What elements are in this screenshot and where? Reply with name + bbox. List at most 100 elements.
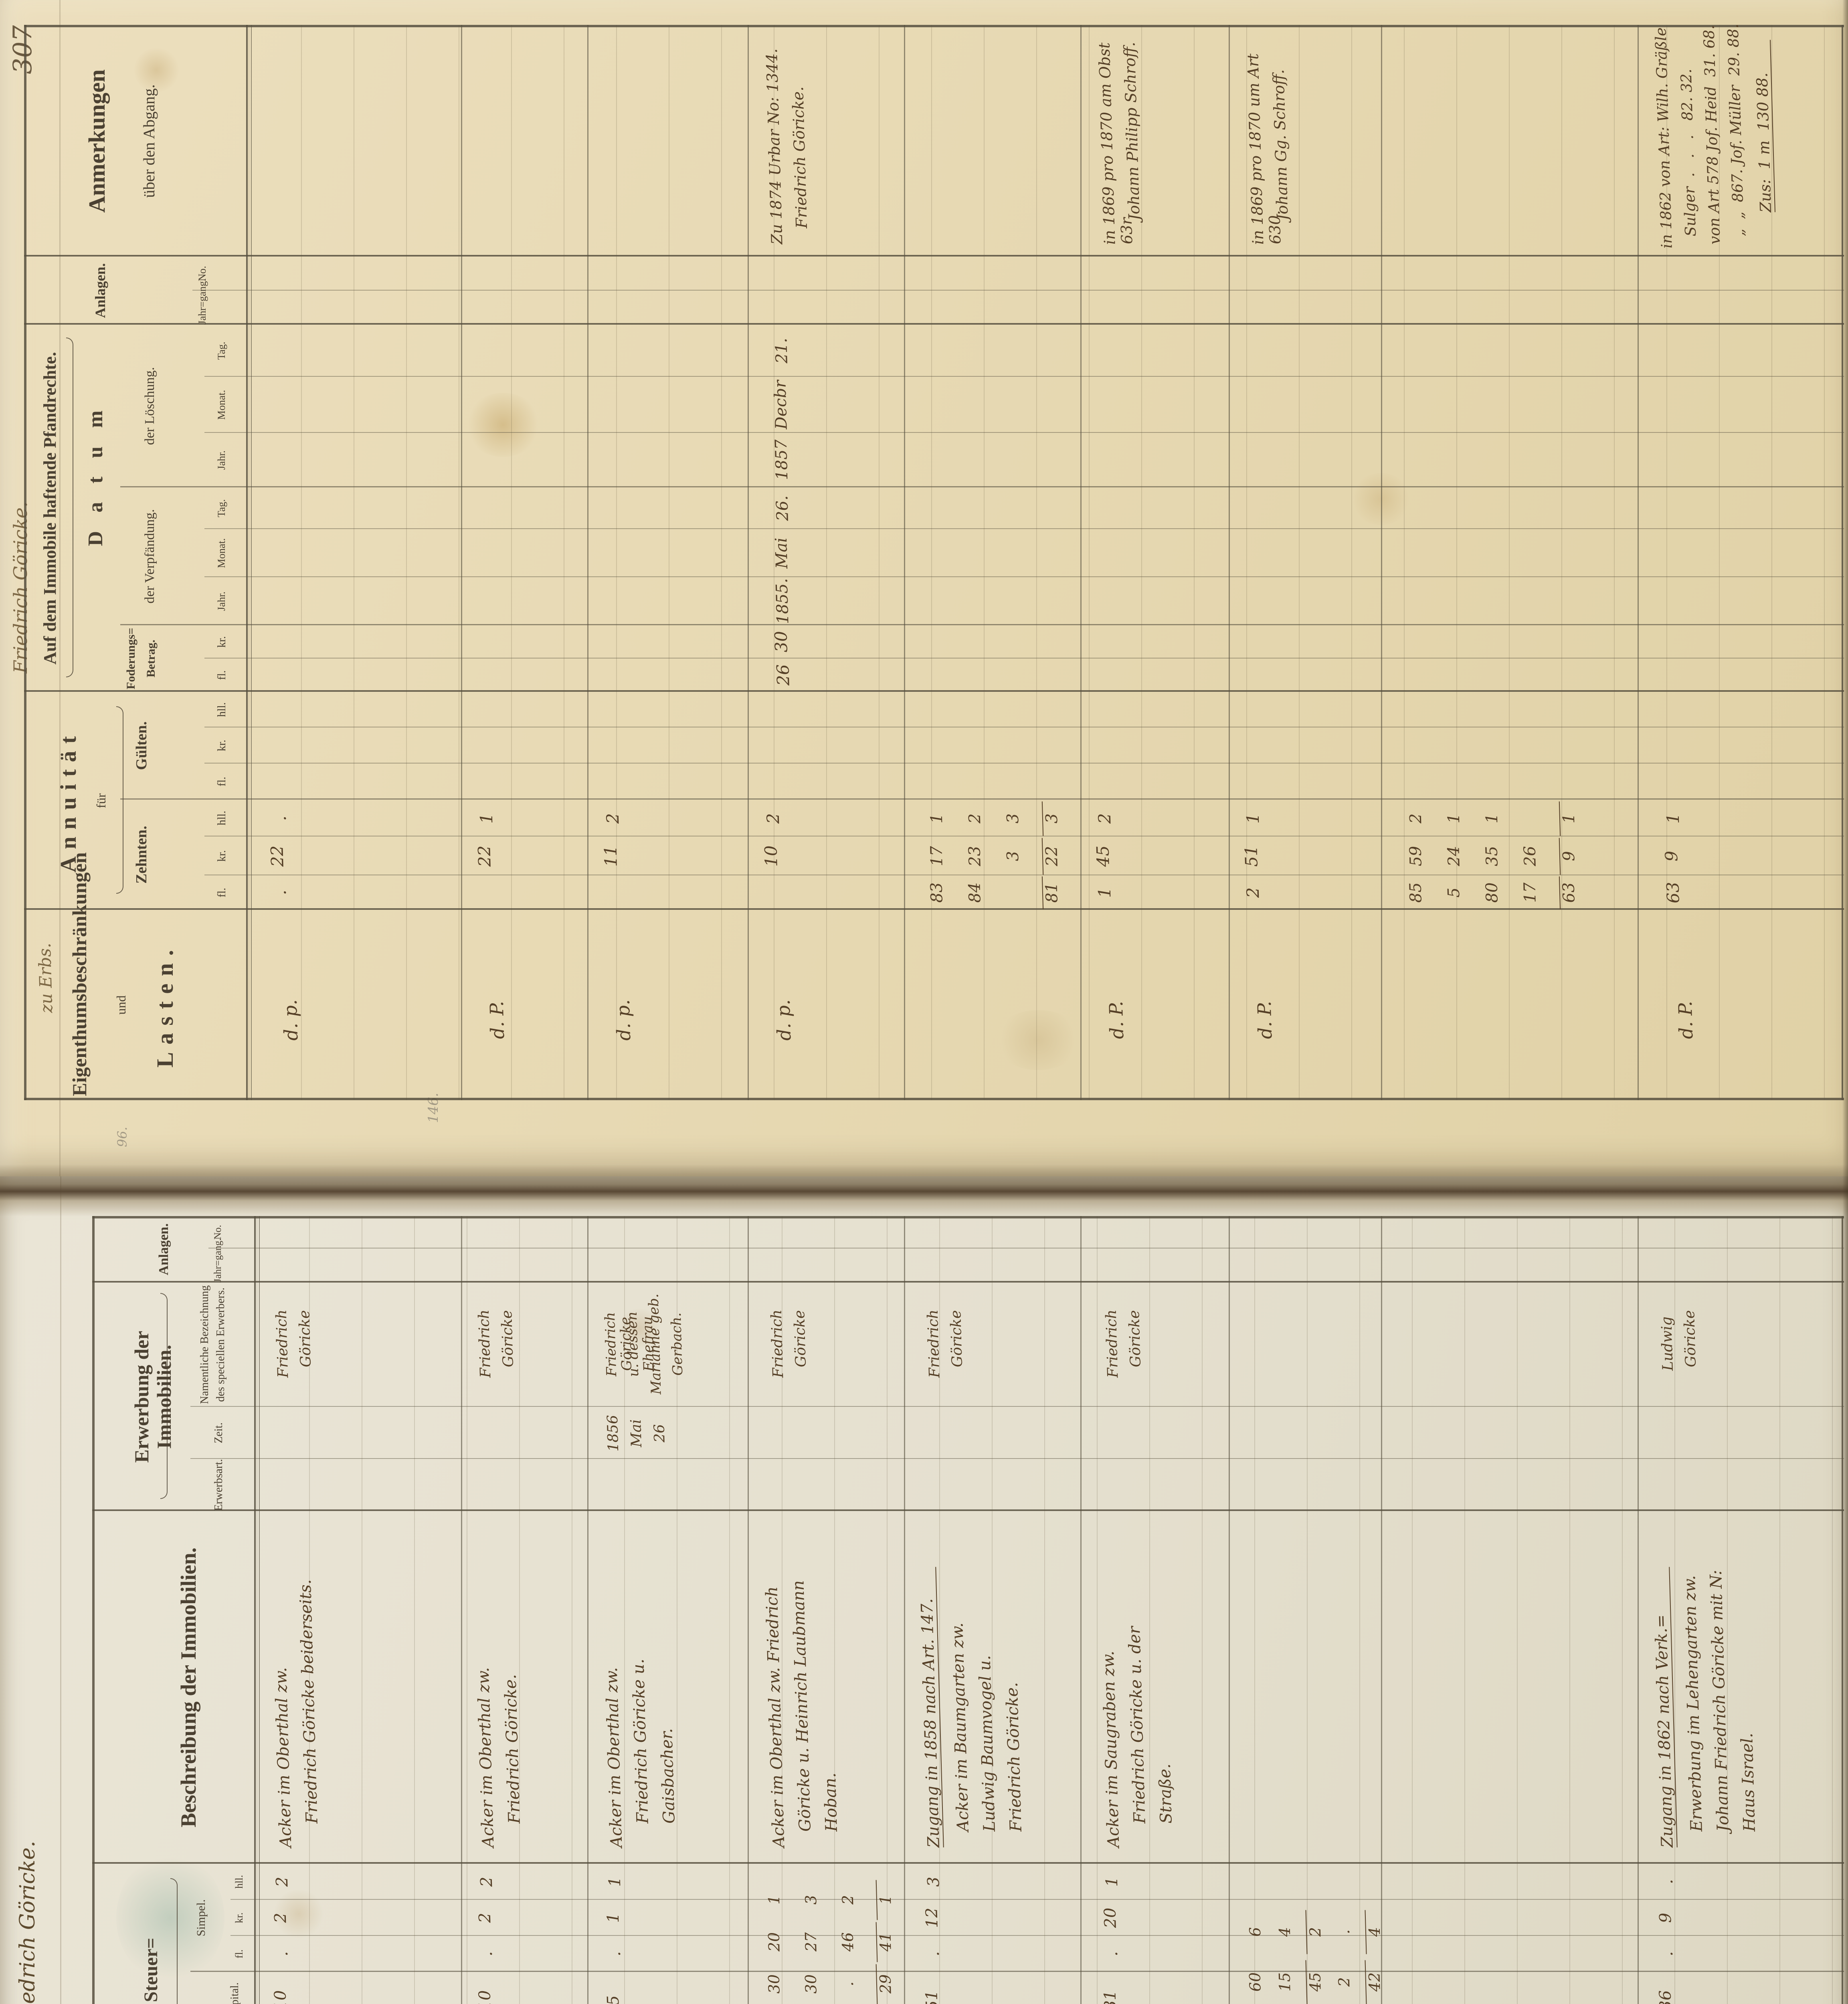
simpel-hll: 2 (273, 1876, 292, 1887)
col-header-ueber-den-abgang: über den Abgang. (140, 84, 158, 198)
annuitaet-brace (116, 706, 123, 894)
paper-crease (59, 0, 61, 1176)
unit-label-hll: hll. (216, 810, 228, 826)
zehnten-kr: 35 (1482, 845, 1502, 867)
grid-line (204, 658, 1844, 659)
col-header-anlagen: Anlagen. (156, 1223, 171, 1275)
unit-label-no: No. (196, 266, 208, 281)
unit-label-hll: hll. (233, 1875, 245, 1889)
unit-label-jahrgang: Jahr=gang. (212, 1238, 223, 1283)
erwerber-name-line: Göricke (296, 1310, 314, 1368)
grid-line (204, 576, 1844, 577)
unit-label-kr: kr. (233, 1912, 245, 1923)
lasten-entry: d. P. (1674, 1000, 1697, 1040)
grid-line (204, 763, 1844, 764)
grid-line (24, 25, 26, 1100)
unit-label-fl: fl. (216, 670, 228, 680)
col-header-erwerbsart: Erwerbsart. (212, 1459, 225, 1511)
col-header-capital: Capital. (228, 1982, 241, 2004)
grid-line (230, 1935, 1844, 1936)
zehnten-kr: 10 (761, 845, 781, 867)
forderung-kr: 30 (771, 630, 791, 653)
unit-label-monat: Monat. (216, 390, 227, 420)
grid-line (259, 1216, 260, 2004)
grid-line (254, 1216, 256, 2004)
unit-label-no: No. (212, 1225, 223, 1240)
zehnten-fl: 63 (1663, 881, 1683, 904)
unit-label-fl: fl. (216, 887, 228, 898)
col-header-guelten: Gülten. (133, 721, 150, 770)
comp-b: 42 (1365, 1960, 1384, 2004)
zehnten-fl: 85 (1406, 882, 1425, 903)
grid-line (120, 798, 1844, 800)
comp-b: 60 (1246, 1972, 1264, 1992)
grid-line (587, 1216, 588, 2004)
zeit-monat: Mai (628, 1419, 645, 1448)
zehnten-fl: 63 (1559, 876, 1579, 909)
simpel-kr: 12 (922, 1907, 942, 1929)
zehnten-fl: 80 (1482, 882, 1502, 903)
simpel-fl: . (273, 1951, 292, 1957)
simpel-kr: 1 (604, 1912, 623, 1923)
grid-line (230, 1899, 1844, 1900)
comp-kr: 20 (765, 1932, 783, 1952)
steuer-brace (170, 1878, 178, 2004)
col-header-datum: D a t u m (84, 404, 107, 546)
erwerber-name-line: Göricke (791, 1310, 809, 1368)
zehnten-kr: 45 (1093, 845, 1113, 867)
erwerber-name-line: Friedrich (475, 1309, 494, 1378)
steuer-capital: 5 (604, 1995, 623, 2004)
zehnten-hll: 2 (603, 812, 623, 824)
erwerber-name-line: Göricke (1126, 1310, 1144, 1368)
col-header-betrag-2: Betrag. (144, 639, 158, 678)
zehnten-kr: 26 (1520, 845, 1540, 867)
col-header-loeschung: der Löschung. (142, 367, 157, 445)
grid-line (204, 432, 1844, 433)
zehnten-hll: 1 (1444, 813, 1464, 824)
erwerber-name-line: Friedrich (1103, 1309, 1122, 1378)
erwerber-name-line: Friedrich (924, 1309, 943, 1378)
comp-b: 2 (1335, 1977, 1353, 1987)
erwerber-name-line: Göricke (948, 1310, 966, 1368)
zehnten-hll: 3 (1041, 801, 1061, 836)
unit-label-fl: fl. (216, 776, 228, 787)
simpel-fl: . (477, 1951, 496, 1957)
loeschung-tag: 21. (772, 337, 791, 364)
col-header-lasten: Lasten. (152, 942, 178, 1068)
col-header-annuitaet: Annuität (56, 729, 81, 873)
simpel-hll: 1 (605, 1876, 625, 1887)
lasten-entry: d. P. (1105, 1000, 1128, 1040)
verpfaendung-jahr: 1855. (772, 578, 793, 624)
simpel-kr: 2 (271, 1912, 290, 1923)
unit-label-tag: Tag. (216, 341, 227, 360)
comp-c: 6 (1246, 1927, 1264, 1937)
unit-label-monat: Monat. (216, 538, 227, 568)
unit-label-kr: kr. (216, 636, 228, 648)
simpel-kr: 2 (475, 1912, 495, 1923)
zehnten-kr: 3 (1003, 850, 1023, 862)
paper-crease (60, 1176, 61, 2004)
page-right-edge-shadow (1842, 0, 1848, 2004)
col-header-und: und (114, 995, 128, 1015)
erwerber-name-line: Friedrich (273, 1309, 292, 1378)
margin-small-note: zu Erbs. (34, 942, 57, 1014)
zehnten-fl: 81 (1041, 876, 1061, 909)
erwerber-name-line: Ludwig (1658, 1316, 1676, 1371)
grid-line (92, 1216, 95, 2004)
grid-line (120, 624, 1844, 625)
grid-line (748, 1216, 749, 2004)
grid-line (190, 1406, 1844, 1407)
comp-c: 4 (1365, 1909, 1384, 1954)
grid-line (748, 25, 749, 1100)
col-header-simpel: Simpel. (194, 1899, 208, 1937)
grid-line (92, 1509, 1844, 1511)
comp-fl: 30 (765, 1974, 783, 1994)
steuer-capital: 51 (922, 1990, 942, 2004)
comp-hll: 1 (765, 1895, 783, 1905)
comp-hll: 2 (839, 1895, 857, 1905)
grid-line (192, 290, 1844, 291)
col-header-fuer: für (94, 793, 108, 808)
comp-c: 2 (1305, 1909, 1325, 1954)
col-header-erwerbung: Erwerbung der Immobilien. (130, 1331, 175, 1463)
